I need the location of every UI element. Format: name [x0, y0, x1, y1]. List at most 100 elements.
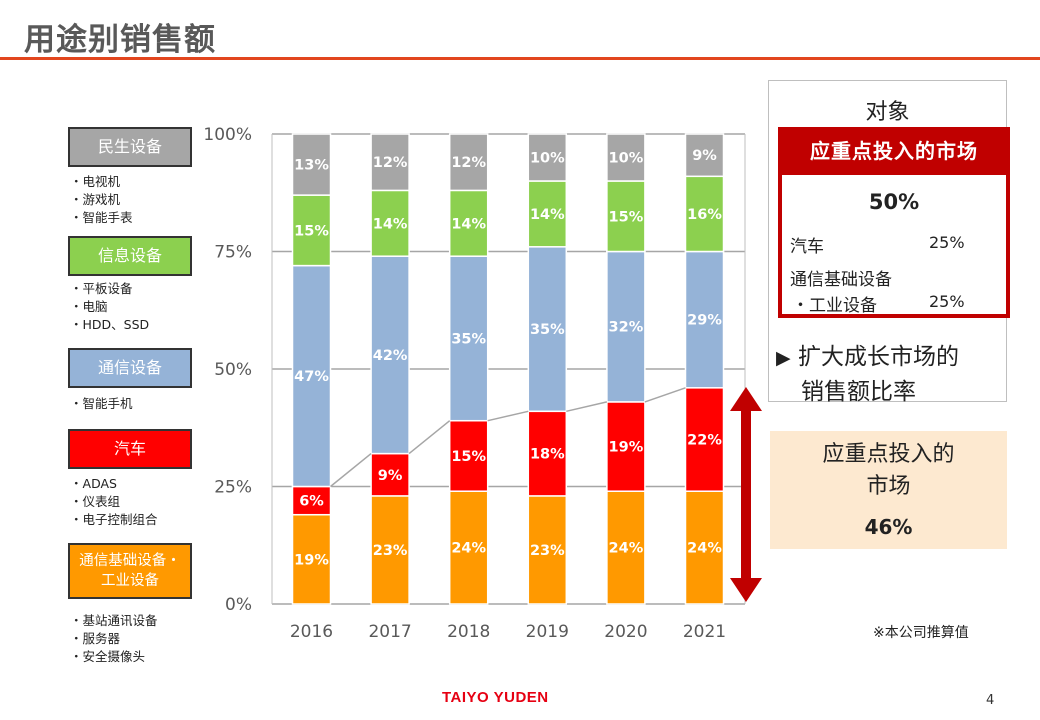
legend-label: 汽车: [113, 439, 146, 458]
growth-line1: 扩大成长市场的: [797, 344, 959, 370]
panel-title: 对象: [865, 100, 910, 125]
data-label: 42%: [373, 348, 408, 364]
legend-item: 服务器: [70, 630, 158, 648]
legend-items-consumer: 电视机 游戏机 智能手表: [70, 173, 133, 227]
data-label: 35%: [530, 322, 565, 338]
legend-item: 电视机: [70, 173, 133, 191]
focus-title-line1: 应重点投入的: [822, 442, 955, 467]
data-label: 14%: [530, 207, 565, 223]
data-label: 35%: [451, 331, 486, 347]
legend-item: 基站通讯设备: [70, 612, 158, 630]
data-label: 24%: [687, 541, 722, 557]
data-label: 10%: [530, 151, 565, 167]
data-label: 6%: [299, 494, 324, 510]
bar-segment: [606, 133, 646, 182]
legend-items-infrastructure: 基站通讯设备 服务器 安全摄像头: [70, 612, 158, 666]
legend-box-consumer: 民生设备: [68, 127, 192, 167]
row-infra-label-line2: ・工业设备: [792, 296, 877, 316]
legend-label-line2: 工业设备: [101, 573, 159, 589]
data-label: 19%: [609, 440, 644, 456]
legend-items-automotive: ADAS 仪表组 电子控制组合: [70, 475, 158, 529]
bar-segment: [527, 133, 568, 182]
data-label: 23%: [530, 543, 565, 559]
data-label: 22%: [687, 433, 722, 449]
data-label: 47%: [294, 369, 329, 385]
double-arrow-icon: [730, 387, 762, 602]
data-label: 15%: [451, 449, 486, 465]
connector-line: [408, 420, 451, 455]
legend-item: HDD、SSD: [70, 316, 150, 334]
data-labels: 19% 6% 47% 15% 13% 23% 9% 42% 14% 12% 24% 15% 35% 14%…: [294, 148, 722, 568]
growth-line2: 销售额比率: [801, 379, 916, 405]
data-label: 16%: [687, 207, 722, 223]
legend-items-communication: 智能手机: [70, 395, 133, 413]
data-label: 15%: [294, 223, 329, 239]
page-title: 用途别销售额: [24, 22, 216, 58]
legend-item: 电脑: [70, 298, 149, 316]
x-tick-label: 2018: [447, 622, 490, 642]
data-label: 18%: [530, 447, 565, 463]
bar-segment: [684, 175, 725, 253]
title-underline: [0, 57, 1040, 60]
legend-item: 仪表组: [70, 493, 158, 511]
data-label: 13%: [294, 158, 329, 174]
y-tick-label: 75%: [214, 243, 252, 263]
connector-line: [487, 410, 529, 422]
bar-segment: [684, 490, 725, 605]
focus-market-pct: 50%: [868, 190, 920, 214]
bar-segment: [448, 133, 489, 192]
bar-segment: [606, 490, 646, 605]
bar-segment: [370, 255, 410, 455]
page-number: 4: [986, 693, 995, 708]
focus-market-header: 应重点投入的市场: [778, 127, 1010, 175]
data-label: 23%: [373, 543, 408, 559]
bar-segment: [684, 250, 725, 389]
connector-line: [644, 387, 686, 403]
bar-segment: [370, 133, 410, 192]
legend-box-communication: 通信设备: [68, 348, 192, 388]
bar-segment: [527, 246, 568, 413]
bar-segment: [527, 180, 568, 248]
data-label: 19%: [294, 552, 329, 568]
focus-title-line2: 市场: [866, 474, 911, 499]
row-automotive-label: 汽车: [790, 237, 824, 257]
connector-lines: [330, 387, 686, 488]
legend-item: 安全摄像头: [70, 648, 158, 666]
legend-items-information: 平板设备 电脑 HDD、SSD: [70, 280, 150, 334]
legend-item: 电子控制组合: [70, 511, 158, 529]
data-label: 24%: [609, 541, 644, 557]
gridlines: [271, 133, 746, 605]
double-arrow-shape: [730, 387, 762, 602]
data-label: 9%: [692, 148, 717, 164]
data-label: 15%: [609, 209, 644, 225]
data-label: 14%: [373, 216, 408, 232]
bar-segment: [448, 419, 489, 492]
data-label: 12%: [373, 155, 408, 171]
row-automotive-value: 25%: [929, 233, 965, 252]
legend-item: ADAS: [70, 475, 158, 493]
y-tick-label: 25%: [214, 478, 252, 498]
bars: [291, 133, 725, 605]
x-tick-label: 2021: [683, 622, 726, 642]
x-tick-label: 2020: [604, 622, 647, 642]
connector-line: [330, 453, 372, 488]
data-label: 10%: [609, 151, 644, 167]
bar-segment: [370, 495, 410, 605]
legend-label: 通信设备: [97, 358, 162, 377]
data-label: 14%: [451, 216, 486, 232]
legend-item: 智能手机: [70, 395, 133, 413]
x-tick-label: 2017: [368, 622, 411, 642]
data-label: 32%: [609, 320, 644, 336]
legend-label: 信息设备: [97, 246, 162, 265]
x-axis-ticks: 2016 2017 2018 2019 2020 2021: [290, 622, 726, 642]
estimate-note: ※本公司推算值: [873, 625, 969, 641]
y-tick-label: 50%: [214, 360, 252, 380]
bar-segment: [448, 189, 489, 257]
bar-segment: [291, 264, 332, 488]
legend-box-infrastructure: 通信基础设备・ 工业设备: [68, 543, 192, 599]
data-label: 12%: [451, 155, 486, 171]
data-label: 24%: [451, 541, 486, 557]
x-tick-label: 2016: [290, 622, 333, 642]
data-label: 29%: [687, 313, 722, 329]
